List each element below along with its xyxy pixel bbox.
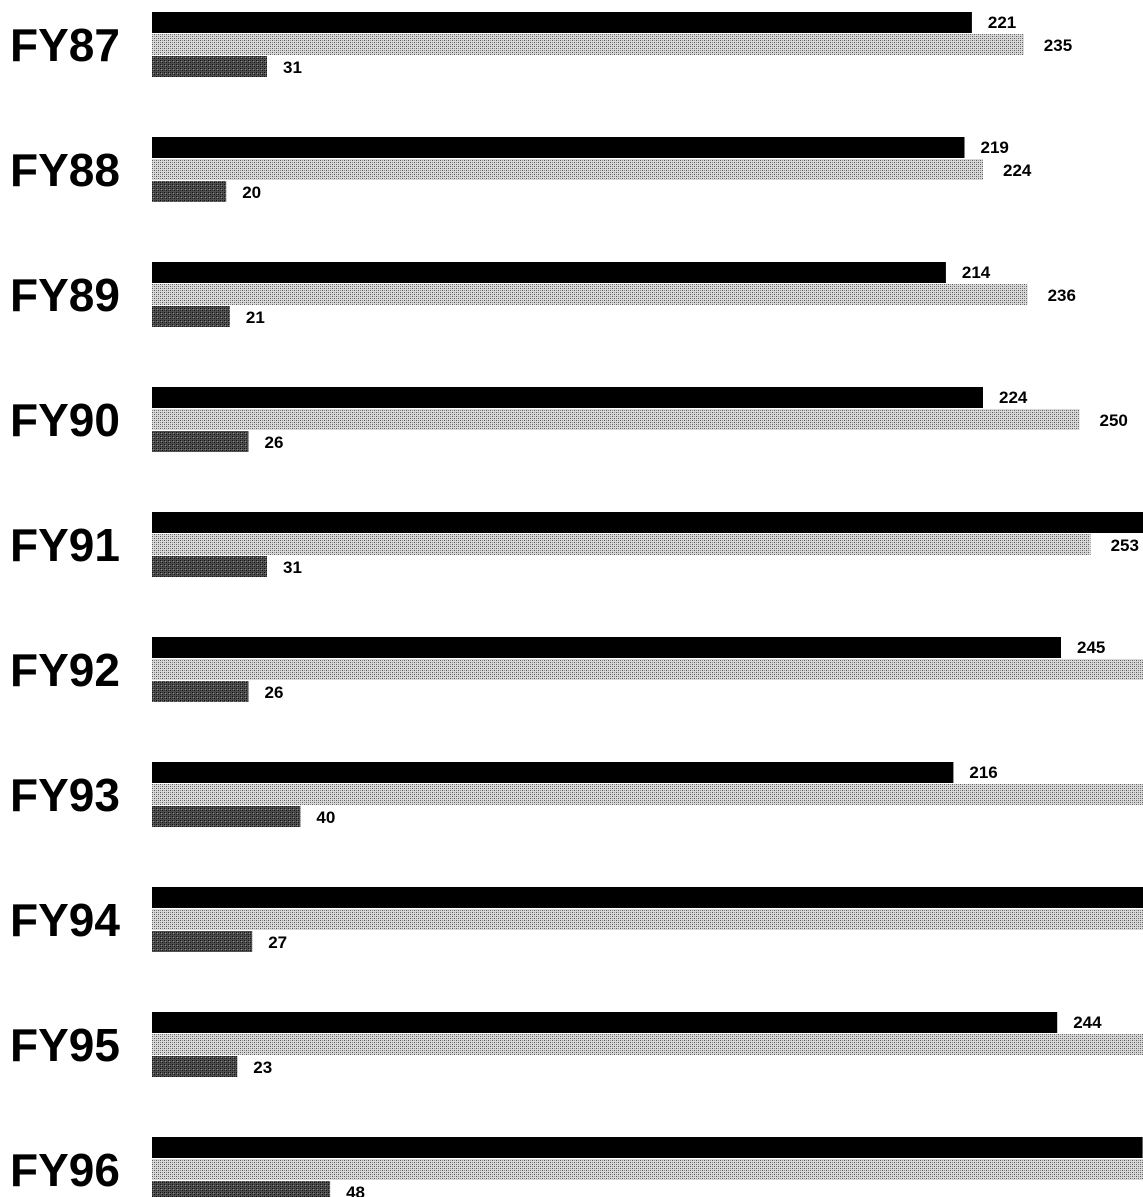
category-label-fy96: FY96: [10, 1144, 120, 1196]
bar-fy89-s1: [152, 262, 946, 283]
bar-fy95-s1: [152, 1012, 1058, 1033]
bar-fy93-s1: [152, 762, 954, 783]
category-label-fy94: FY94: [10, 894, 120, 946]
category-label-fy92: FY92: [10, 644, 120, 696]
value-label-fy95-s1: 244: [1073, 1013, 1102, 1032]
value-label-fy90-s2: 250: [1100, 411, 1128, 430]
value-label-fy88-s2: 224: [1003, 161, 1032, 180]
bar-fy96-s3: [152, 1181, 331, 1197]
value-label-fy93-s1: 216: [969, 763, 997, 782]
category-label-fy88: FY88: [10, 144, 120, 196]
value-label-fy87-s3: 31: [283, 58, 302, 77]
category-label-fy91: FY91: [10, 519, 120, 571]
bar-fy93-s3: [152, 806, 301, 827]
value-label-fy88-s3: 20: [242, 183, 261, 202]
bar-fy95-s3: [152, 1056, 238, 1077]
value-label-fy87-s1: 221: [988, 13, 1016, 32]
category-label-fy89: FY89: [10, 269, 120, 321]
bar-fy91-s2: [152, 534, 1091, 555]
category-label-fy90: FY90: [10, 394, 120, 446]
bar-fy94-s2: [152, 909, 1143, 930]
bar-fy96-s2: [152, 1159, 1143, 1180]
value-label-fy90-s3: 26: [265, 433, 284, 452]
bar-fy87-s1: [152, 12, 972, 33]
bar-fy91-s1: [152, 512, 1143, 533]
value-label-fy96-s3: 48: [346, 1183, 365, 1197]
value-label-fy89-s1: 214: [962, 263, 991, 282]
bar-fy90-s2: [152, 409, 1080, 430]
value-label-fy88-s1: 219: [981, 138, 1009, 157]
bar-fy89-s3: [152, 306, 230, 327]
bar-fy88-s2: [152, 159, 983, 180]
value-label-fy92-s1: 245: [1077, 638, 1105, 657]
category-label-fy95: FY95: [10, 1019, 120, 1071]
bar-fy88-s3: [152, 181, 227, 202]
bar-fy95-s2: [152, 1034, 1143, 1055]
value-label-fy94-s3: 27: [268, 933, 287, 952]
category-label-fy87: FY87: [10, 19, 120, 71]
value-label-fy92-s3: 26: [265, 683, 284, 702]
value-label-fy95-s3: 23: [253, 1058, 272, 1077]
bar-fy87-s3: [152, 56, 267, 77]
bar-fy96-s1: [152, 1137, 1143, 1158]
value-label-fy87-s2: 235: [1044, 36, 1072, 55]
value-label-fy91-s3: 31: [283, 558, 302, 577]
bar-fy92-s2: [152, 659, 1143, 680]
bar-fy94-s1: [152, 887, 1143, 908]
value-label-fy90-s1: 224: [999, 388, 1028, 407]
bar-fy88-s1: [152, 137, 965, 158]
value-label-fy89-s3: 21: [246, 308, 265, 327]
bar-fy92-s3: [152, 681, 249, 702]
bar-fy94-s3: [152, 931, 253, 952]
bar-fy90-s3: [152, 431, 249, 452]
bar-fy89-s2: [152, 284, 1028, 305]
bar-fy92-s1: [152, 637, 1061, 658]
bar-fy91-s3: [152, 556, 267, 577]
value-label-fy93-s3: 40: [316, 808, 335, 827]
bar-fy87-s2: [152, 34, 1024, 55]
value-label-fy89-s2: 236: [1048, 286, 1076, 305]
bar-fy93-s2: [152, 784, 1143, 805]
category-label-fy93: FY93: [10, 769, 120, 821]
bar-fy90-s1: [152, 387, 983, 408]
value-label-fy91-s2: 253: [1111, 536, 1139, 555]
